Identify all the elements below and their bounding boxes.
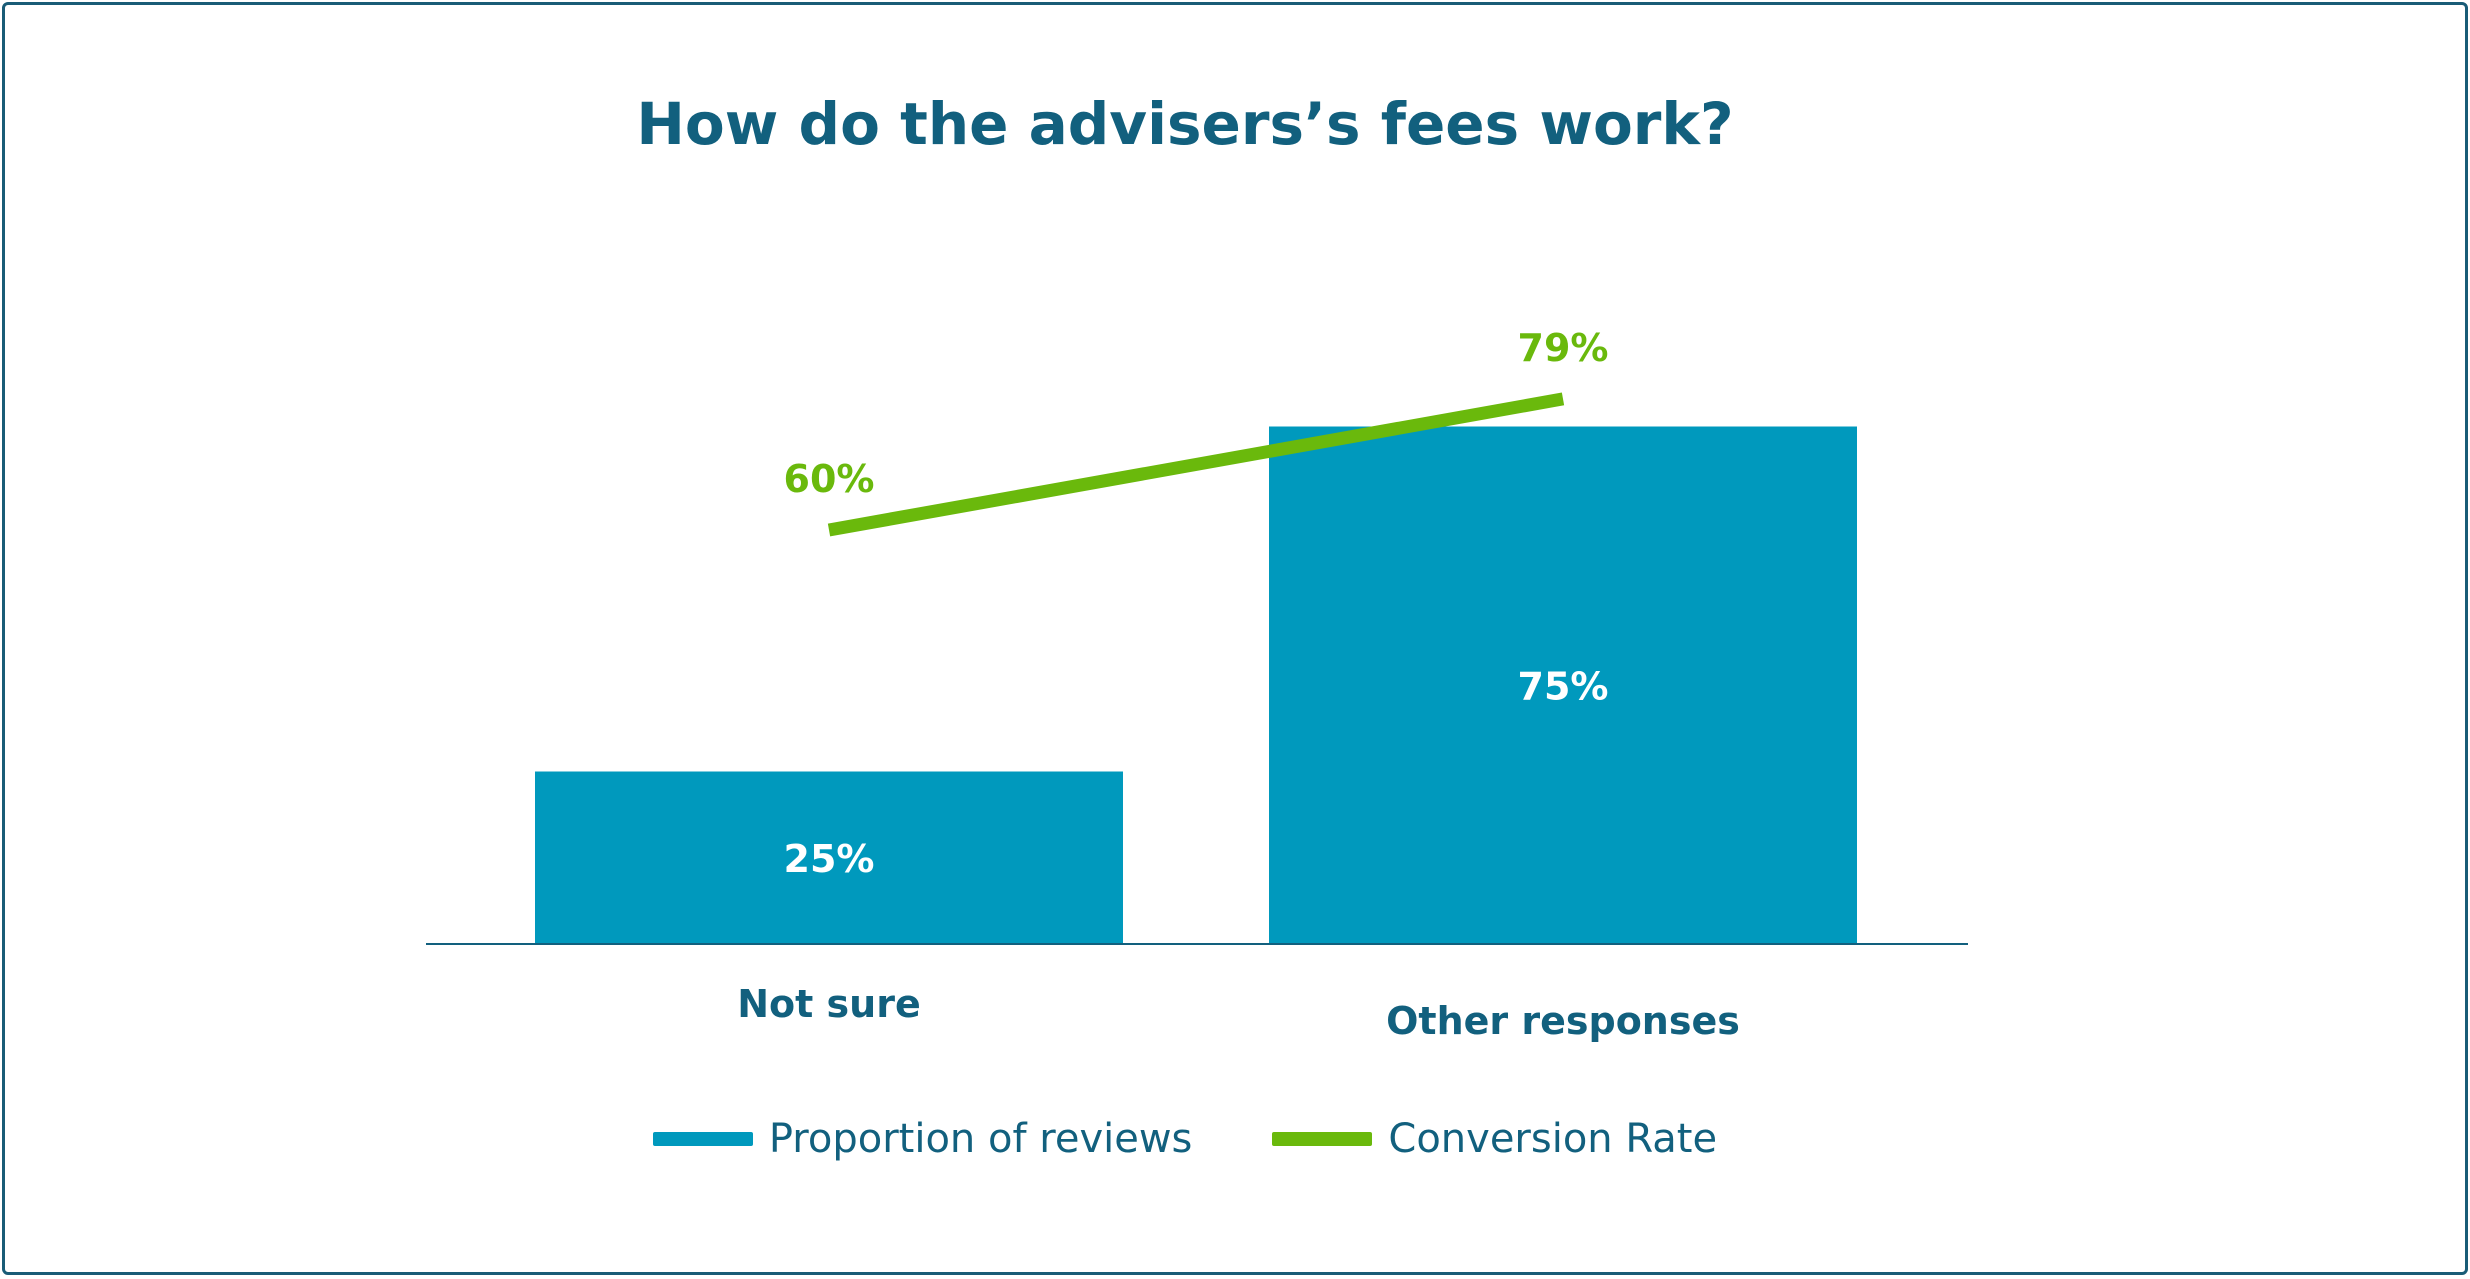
legend: Proportion of reviews Conversion Rate [0,1116,2370,1162]
category-label-0: Not sure [737,982,921,1026]
bar-value-label-1: 75% [1518,664,1609,708]
legend-item-bars: Proportion of reviews [652,1116,1193,1162]
category-label-1: Other responses [1386,999,1740,1043]
legend-label-bars: Proportion of reviews [768,1116,1193,1162]
conversion-rate-line [827,392,1565,537]
line-value-label-1: 79% [1518,326,1609,370]
legend-swatch-bars [652,1132,753,1146]
legend-swatch-line [1272,1132,1373,1146]
bar-value-label-0: 25% [784,837,875,881]
chart-title: How do the advisers’s fees work? [636,90,1734,158]
bar-1 [1269,426,1857,944]
bar-0 [535,771,1123,944]
legend-label-line: Conversion Rate [1388,1116,1718,1162]
legend-item-line: Conversion Rate [1272,1116,1717,1162]
line-value-label-0: 60% [784,457,875,501]
